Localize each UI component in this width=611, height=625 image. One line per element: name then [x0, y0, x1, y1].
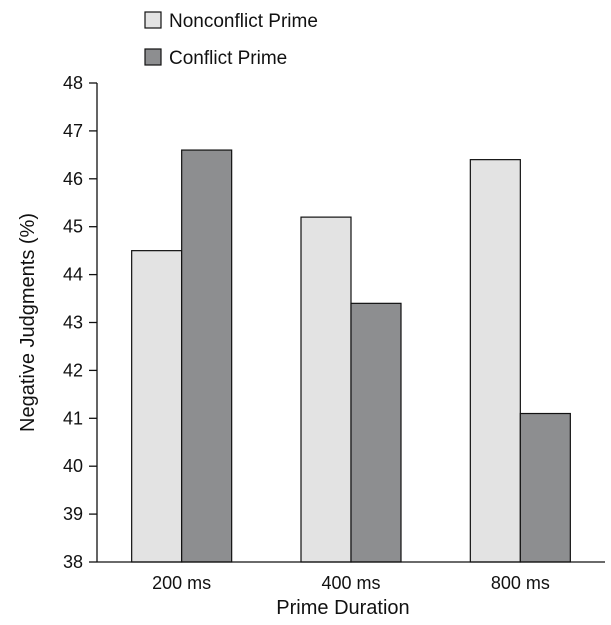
bar-conflict-prime-200-ms — [181, 149, 233, 563]
legend: Nonconflict Prime Conflict Prime — [144, 11, 318, 69]
y-tick-label-44: 44 — [63, 265, 83, 285]
legend-swatch-conflict-prime — [144, 48, 162, 66]
x-tick-label-200-ms: 200 ms — [152, 573, 211, 593]
legend-label-conflict-prime: Conflict Prime — [169, 48, 287, 69]
y-tick-label-40: 40 — [63, 456, 83, 476]
y-tick-label-39: 39 — [63, 504, 83, 524]
legend-label-nonconflict-prime: Nonconflict Prime — [169, 11, 318, 32]
bar-nonconflict-prime-200-ms — [131, 250, 183, 563]
bar-nonconflict-prime-400-ms — [300, 216, 352, 563]
bar-nonconflict-prime-800-ms — [469, 159, 521, 563]
y-axis-title: Negative Judgments (%) — [17, 213, 39, 432]
y-tick-label-38: 38 — [63, 552, 83, 572]
y-tick-label-46: 46 — [63, 169, 83, 189]
legend-swatch-nonconflict-prime — [144, 11, 162, 29]
bar-conflict-prime-800-ms — [519, 412, 571, 563]
y-tick-label-48: 48 — [63, 73, 83, 93]
y-tick-label-47: 47 — [63, 121, 83, 141]
x-axis-title: Prime Duration — [276, 597, 409, 619]
y-tick-label-43: 43 — [63, 313, 83, 333]
bar-conflict-prime-400-ms — [350, 302, 402, 563]
bars-group — [131, 149, 571, 563]
y-tick-label-45: 45 — [63, 217, 83, 237]
x-tick-label-400-ms: 400 ms — [321, 573, 380, 593]
x-tick-label-800-ms: 800 ms — [491, 573, 550, 593]
y-ticks-group: 38 39 40 41 42 43 44 45 46 47 48 — [63, 73, 97, 572]
y-tick-label-41: 41 — [63, 408, 83, 428]
y-tick-label-42: 42 — [63, 360, 83, 380]
x-ticks-group: 200 ms 400 ms 800 ms — [152, 573, 550, 593]
